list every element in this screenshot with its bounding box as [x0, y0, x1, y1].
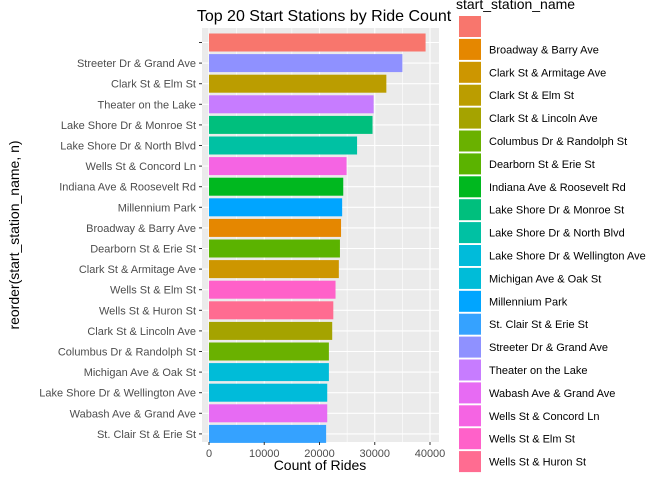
legend-key	[459, 267, 481, 289]
y-tick-label: Broadway & Barry Ave	[86, 223, 196, 235]
bar	[209, 280, 336, 299]
x-tick-label: 0	[206, 448, 212, 460]
y-tick-label: Lake Shore Dr & North Blvd	[60, 141, 196, 153]
bar	[209, 424, 327, 443]
legend-label: Clark St & Lincoln Ave	[489, 113, 598, 125]
bar	[209, 301, 334, 320]
legend-label: Clark St & Armitage Ave	[489, 67, 606, 79]
legend-label: Dearborn St & Erie St	[489, 159, 595, 171]
y-tick-label: Clark St & Elm St	[111, 79, 196, 91]
legend-label: Streeter Dr & Grand Ave	[489, 342, 608, 354]
legend-key	[459, 107, 481, 129]
legend-key	[459, 382, 481, 404]
bar	[209, 74, 387, 93]
legend-label: Columbus Dr & Randolph St	[489, 136, 627, 148]
bar	[209, 404, 328, 423]
legend-key	[459, 428, 481, 450]
legend-label: Wells St & Elm St	[489, 434, 575, 446]
legend-label: Broadway & Barry Ave	[489, 44, 599, 56]
legend-key	[459, 290, 481, 312]
legend-key	[459, 359, 481, 381]
legend-key	[459, 61, 481, 83]
legend-key	[459, 405, 481, 427]
y-tick-label: Wells St & Elm St	[110, 285, 196, 297]
bar	[209, 177, 344, 196]
y-axis-title: reorder(start_station_name, n)	[6, 140, 22, 329]
legend-label: Lake Shore Dr & Wellington Ave	[489, 251, 646, 263]
legend-label: Lake Shore Dr & North Blvd	[489, 228, 625, 240]
y-tick-label: Columbus Dr & Randolph St	[58, 347, 196, 359]
bar	[209, 115, 373, 134]
y-tick-label: Wells St & Concord Ln	[86, 161, 196, 173]
y-axis-ticks: Streeter Dr & Grand Ave Clark St & Elm St…	[39, 42, 202, 441]
legend-key	[459, 313, 481, 335]
bar	[209, 136, 358, 155]
y-tick-label: Wells St & Huron St	[99, 305, 196, 317]
chart-title: Top 20 Start Stations by Ride Count	[197, 8, 452, 25]
legend-key	[459, 38, 481, 60]
bar	[209, 33, 426, 52]
legend-label: Wabash Ave & Grand Ave	[489, 388, 615, 400]
legend-label: Wells St & Huron St	[489, 457, 586, 469]
x-axis-title: Count of Rides	[274, 457, 367, 473]
legend-label: Wells St & Concord Ln	[489, 411, 599, 423]
legend-key	[459, 222, 481, 244]
bar	[209, 363, 329, 382]
bars	[209, 33, 426, 443]
legend-key	[459, 84, 481, 106]
y-tick-label: Wabash Ave & Grand Ave	[70, 408, 196, 420]
bar	[209, 54, 403, 73]
y-tick-label: St. Clair St & Erie St	[97, 429, 196, 441]
bar	[209, 321, 333, 340]
legend-key	[459, 16, 481, 37]
x-tick-label: 30000	[359, 448, 390, 460]
legend: start_station_name Broadway & Barry Ave C…	[456, 0, 646, 473]
legend-label: Millennium Park	[489, 296, 568, 308]
bar	[209, 239, 340, 258]
legend-key	[459, 245, 481, 266]
legend-key	[459, 176, 481, 198]
legend-key	[459, 130, 481, 152]
y-tick-label: Michigan Ave & Oak St	[84, 367, 196, 379]
y-tick-label: Clark St & Lincoln Ave	[87, 326, 196, 338]
legend-label: Michigan Ave & Oak St	[489, 273, 601, 285]
legend-label: Lake Shore Dr & Monroe St	[489, 205, 624, 217]
legend-label: Theater on the Lake	[489, 365, 587, 377]
y-tick-label: Dearborn St & Erie St	[90, 244, 196, 256]
x-tick-label: 20000	[304, 448, 335, 460]
legend-key	[459, 451, 481, 473]
bar	[209, 95, 374, 114]
y-tick-label: Lake Shore Dr & Wellington Ave	[39, 388, 196, 400]
legend-key	[459, 199, 481, 221]
x-tick-label: 40000	[415, 448, 446, 460]
bar	[209, 198, 343, 217]
bar	[209, 218, 342, 237]
y-tick-label: Indiana Ave & Roosevelt Rd	[59, 182, 196, 194]
x-axis-ticks: 0 10000 20000 30000 40000	[206, 442, 445, 460]
y-tick-label: Streeter Dr & Grand Ave	[77, 58, 196, 70]
bar	[209, 260, 339, 279]
y-tick-label: Lake Shore Dr & Monroe St	[61, 120, 196, 132]
legend-key	[459, 336, 481, 358]
bar	[209, 157, 347, 176]
legend-key	[459, 153, 481, 175]
bar	[209, 342, 329, 361]
legend-label: St. Clair St & Erie St	[489, 319, 588, 331]
bar	[209, 383, 328, 402]
x-tick-label: 10000	[249, 448, 280, 460]
legend-title: start_station_name	[456, 0, 575, 12]
y-tick-label: Clark St & Armitage Ave	[79, 264, 196, 276]
y-tick-label: Theater on the Lake	[98, 99, 196, 111]
y-tick-label: Millennium Park	[118, 202, 197, 214]
legend-label: Indiana Ave & Roosevelt Rd	[489, 182, 626, 194]
legend-label: Clark St & Elm St	[489, 90, 574, 102]
